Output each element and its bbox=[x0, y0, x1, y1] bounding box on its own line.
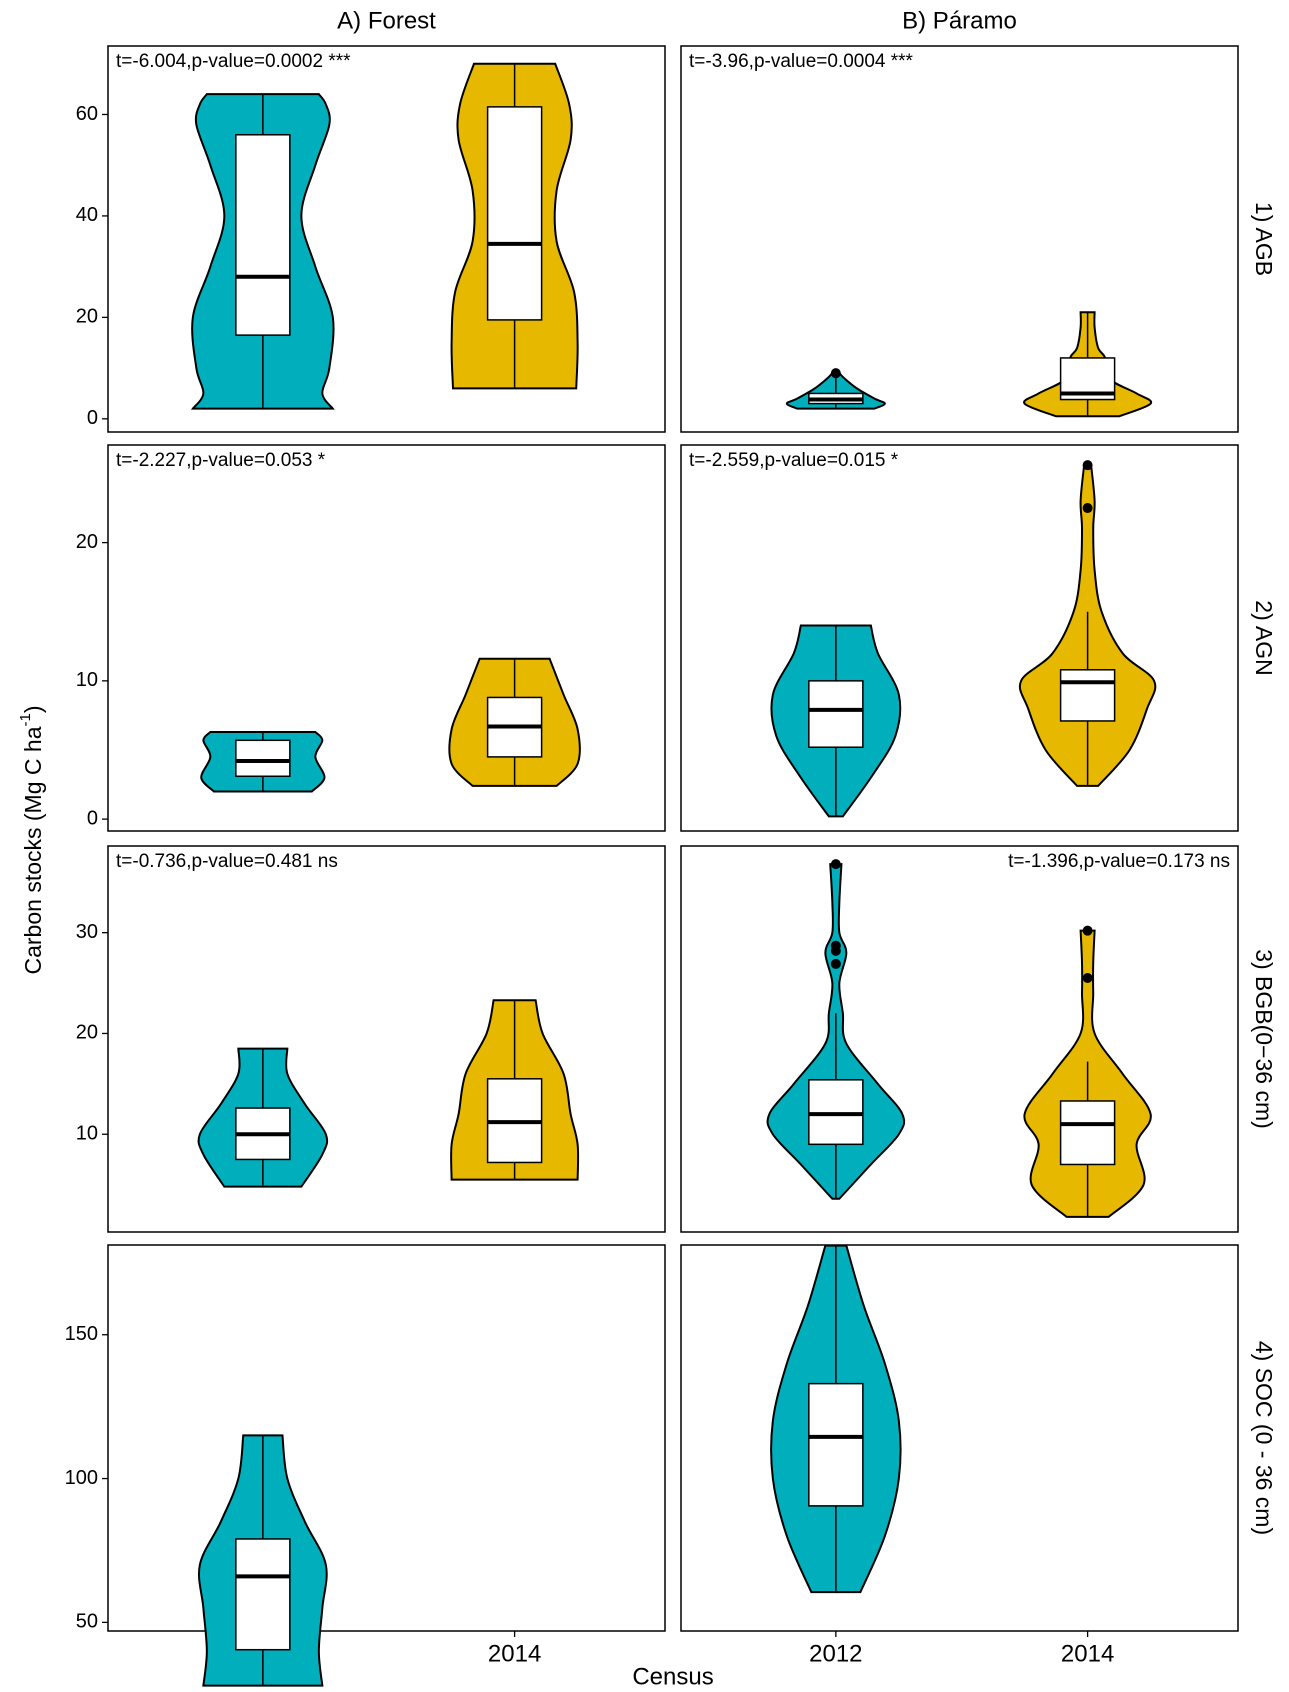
panel-border bbox=[107, 444, 666, 832]
outlier bbox=[830, 368, 841, 379]
box bbox=[486, 106, 543, 321]
y-tick-label: 0 bbox=[87, 807, 98, 829]
panel-border bbox=[680, 45, 1239, 433]
y-tick-label: 20 bbox=[76, 306, 98, 328]
panel-border bbox=[107, 1244, 666, 1632]
y-tick-label: 10 bbox=[76, 1123, 98, 1145]
x-tick-label: 2014 bbox=[488, 1640, 541, 1667]
x-tick-label: 2012 bbox=[809, 1640, 862, 1667]
box bbox=[235, 739, 291, 778]
y-axis-title-text: ) bbox=[20, 706, 46, 714]
row-title: 3) BGB(0−36 cm) bbox=[1251, 949, 1277, 1129]
annotation: t=-2.559,p-value=0.015 * bbox=[689, 450, 899, 471]
annotation: t=-3.96,p-value=0.0004 *** bbox=[689, 51, 914, 72]
y-axis-title-text: Carbon stocks (Mg C ha bbox=[20, 726, 46, 974]
outlier bbox=[1082, 503, 1093, 514]
annotation: t=-6.004,p-value=0.0002 *** bbox=[116, 51, 351, 72]
annotation: t=-1.396,p-value=0.173 ns bbox=[1008, 851, 1230, 872]
row-title: 1) AGB bbox=[1251, 202, 1277, 276]
y-tick-label: 60 bbox=[76, 103, 98, 125]
y-tick-label: 20 bbox=[76, 531, 98, 553]
outlier bbox=[1082, 925, 1093, 936]
column-title: A) Forest bbox=[337, 7, 436, 34]
annotation: t=-0.736,p-value=0.481 ns bbox=[116, 851, 338, 872]
panel-border bbox=[107, 45, 666, 433]
panel-border bbox=[680, 444, 1239, 832]
x-axis-title: Census bbox=[632, 1663, 713, 1690]
row-title: 4) SOC (0 - 36 cm) bbox=[1251, 1341, 1277, 1535]
box bbox=[808, 1382, 864, 1507]
outlier bbox=[830, 958, 841, 969]
box bbox=[808, 680, 864, 748]
y-tick-label: 100 bbox=[65, 1467, 98, 1489]
box bbox=[235, 1538, 291, 1651]
x-tick-label: 2014 bbox=[1061, 1640, 1114, 1667]
box bbox=[235, 134, 291, 336]
column-title: B) Páramo bbox=[902, 7, 1017, 34]
box bbox=[1059, 1100, 1116, 1166]
y-tick-label: 30 bbox=[76, 921, 98, 943]
row-title: 2) AGN bbox=[1251, 600, 1277, 675]
outlier bbox=[1082, 973, 1093, 984]
box bbox=[1059, 669, 1116, 722]
y-tick-label: 50 bbox=[76, 1611, 98, 1633]
outlier bbox=[830, 940, 841, 951]
y-tick-label: 150 bbox=[65, 1323, 98, 1345]
y-axis-title: Carbon stocks (Mg C ha-1) bbox=[17, 706, 46, 975]
y-tick-label: 10 bbox=[76, 669, 98, 691]
panel-border bbox=[680, 845, 1239, 1233]
outlier bbox=[830, 859, 841, 870]
panel-border bbox=[680, 1244, 1239, 1632]
outlier bbox=[1082, 460, 1093, 471]
annotation: t=-2.227,p-value=0.053 * bbox=[116, 450, 326, 471]
y-tick-label: 40 bbox=[76, 204, 98, 226]
y-axis-title-superscript: -1 bbox=[17, 713, 34, 726]
box bbox=[808, 1079, 864, 1146]
y-tick-label: 0 bbox=[87, 407, 98, 429]
panel-border bbox=[107, 845, 666, 1233]
y-tick-label: 20 bbox=[76, 1022, 98, 1044]
